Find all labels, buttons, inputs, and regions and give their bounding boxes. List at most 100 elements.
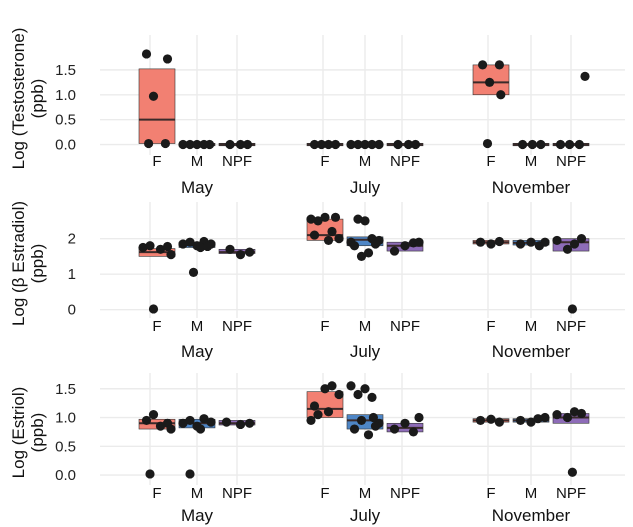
data-point [476, 416, 485, 425]
y-tick-label: 1.5 [55, 381, 76, 398]
month-label: November [492, 506, 571, 525]
y-axis-label-line: (ppb) [28, 244, 47, 284]
data-point [163, 54, 172, 63]
data-point [577, 409, 586, 418]
month-label: July [350, 178, 381, 197]
data-point [149, 92, 158, 101]
y-tick-label: 2 [68, 231, 76, 248]
data-point [371, 239, 380, 248]
data-point [393, 140, 402, 149]
box-F [139, 69, 175, 144]
category-label: M [525, 485, 538, 502]
data-point [568, 304, 577, 313]
data-point [360, 216, 369, 225]
data-point [552, 410, 561, 419]
data-point [495, 237, 504, 246]
category-label: NPF [222, 485, 252, 502]
panel-1: 0.00.51.01.5Log (Testosterone)(ppb)F M NPF… [9, 28, 625, 197]
category-label: F [320, 153, 329, 170]
category-label: NPF [222, 153, 252, 170]
y-tick-label: 0.5 [55, 438, 76, 455]
category-label: M [359, 485, 372, 502]
data-point [360, 384, 369, 393]
data-point [411, 140, 420, 149]
data-point [528, 140, 537, 149]
data-point [203, 242, 212, 251]
data-point [400, 419, 409, 428]
category-label: M [359, 153, 372, 170]
month-label: May [181, 178, 214, 197]
data-point [310, 401, 319, 410]
month-label: November [492, 342, 571, 361]
data-point [324, 236, 333, 245]
category-label: NPF [222, 318, 252, 335]
category-label: F [152, 485, 161, 502]
data-point [580, 72, 589, 81]
panel-2: 0 1 2 Log (β Estradiol)(ppb) F M NPF May F M NPF Ju… [9, 201, 625, 361]
data-point [236, 250, 245, 259]
category-label: M [359, 318, 372, 335]
data-point [565, 140, 574, 149]
data-point [185, 469, 194, 478]
data-point [495, 60, 504, 69]
data-point [225, 140, 234, 149]
data-point [327, 381, 336, 390]
category-label: NPF [556, 153, 586, 170]
category-label: NPF [390, 318, 420, 335]
data-point [516, 416, 525, 425]
data-point [540, 413, 549, 422]
category-label: NPF [556, 485, 586, 502]
y-tick-label: 1.5 [55, 62, 76, 79]
data-point [518, 140, 527, 149]
data-point [367, 393, 376, 402]
data-point [540, 238, 549, 247]
y-axis-label-line: Log (Estriol) [9, 387, 28, 479]
data-point [414, 413, 423, 422]
data-point [390, 424, 399, 433]
data-point [364, 430, 373, 439]
data-point [166, 424, 175, 433]
category-label: F [486, 485, 495, 502]
y-axis-label: Log (Testosterone)(ppb) [9, 28, 47, 170]
month-label: July [350, 342, 381, 361]
data-point [313, 410, 322, 419]
data-point [243, 140, 252, 149]
data-point [357, 252, 366, 261]
data-point [552, 236, 561, 245]
data-point [206, 418, 215, 427]
data-point [149, 410, 158, 419]
y-axis-label-line: Log (β Estradiol) [9, 201, 28, 326]
y-axis-label-line: (ppb) [28, 413, 47, 453]
data-point [245, 419, 254, 428]
y-axis-label-line: (ppb) [28, 79, 47, 119]
data-point [145, 469, 154, 478]
month-label: May [181, 506, 214, 525]
y-tick-label: 1.0 [55, 410, 76, 427]
category-label: M [191, 318, 204, 335]
data-point [577, 234, 586, 243]
data-point [495, 418, 504, 427]
data-point [334, 234, 343, 243]
month-label: November [492, 178, 571, 197]
category-label: F [320, 485, 329, 502]
data-point [400, 241, 409, 250]
data-point [161, 139, 170, 148]
data-point [350, 241, 359, 250]
data-point [357, 416, 366, 425]
data-point [390, 246, 399, 255]
data-point [526, 238, 535, 247]
data-point [142, 49, 151, 58]
data-point [568, 468, 577, 477]
data-point [575, 140, 584, 149]
data-point [556, 140, 565, 149]
data-point [478, 60, 487, 69]
y-axis-label-line: Log (Testosterone) [9, 28, 28, 170]
data-point [145, 241, 154, 250]
data-point [163, 242, 172, 251]
data-point [320, 213, 329, 222]
panel-3: 0.0 0.5 1.0 1.5 Log (Estriol)(ppb) F M NPF May F M… [9, 373, 625, 525]
y-axis-label: Log (β Estradiol)(ppb) [9, 201, 47, 326]
data-point [350, 424, 359, 433]
data-point [536, 140, 545, 149]
